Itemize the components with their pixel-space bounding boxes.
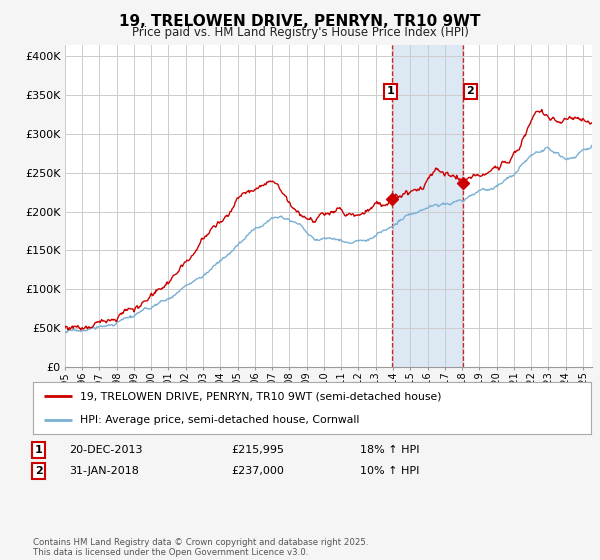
- Text: 31-JAN-2018: 31-JAN-2018: [69, 466, 139, 476]
- Text: Contains HM Land Registry data © Crown copyright and database right 2025.
This d: Contains HM Land Registry data © Crown c…: [33, 538, 368, 557]
- Bar: [392, 45, 463, 367]
- Text: 1: 1: [35, 445, 43, 455]
- Text: 2: 2: [35, 466, 43, 476]
- Text: Price paid vs. HM Land Registry's House Price Index (HPI): Price paid vs. HM Land Registry's House …: [131, 26, 469, 39]
- Text: 2: 2: [466, 86, 474, 96]
- Text: 19, TRELOWEN DRIVE, PENRYN, TR10 9WT: 19, TRELOWEN DRIVE, PENRYN, TR10 9WT: [119, 14, 481, 29]
- Text: 18% ↑ HPI: 18% ↑ HPI: [360, 445, 419, 455]
- Text: HPI: Average price, semi-detached house, Cornwall: HPI: Average price, semi-detached house,…: [80, 415, 360, 425]
- Text: 1: 1: [387, 86, 395, 96]
- Text: £237,000: £237,000: [231, 466, 284, 476]
- Text: 20-DEC-2013: 20-DEC-2013: [69, 445, 143, 455]
- Text: £215,995: £215,995: [231, 445, 284, 455]
- Text: 10% ↑ HPI: 10% ↑ HPI: [360, 466, 419, 476]
- Text: 19, TRELOWEN DRIVE, PENRYN, TR10 9WT (semi-detached house): 19, TRELOWEN DRIVE, PENRYN, TR10 9WT (se…: [80, 391, 442, 402]
